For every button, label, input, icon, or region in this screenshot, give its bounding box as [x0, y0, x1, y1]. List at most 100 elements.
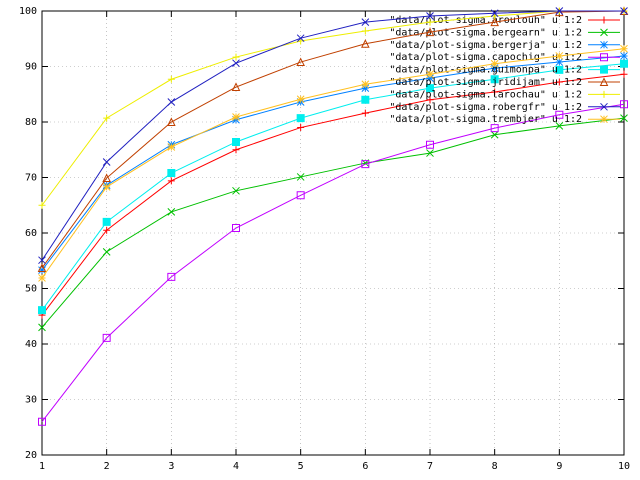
series-line — [41, 63, 625, 311]
legend-label: "data/plot-sigma.larochau" u 1:2 — [389, 89, 582, 100]
point — [167, 98, 176, 106]
point — [167, 75, 175, 83]
point — [426, 12, 434, 20]
series-line — [41, 117, 625, 328]
point — [38, 323, 46, 332]
point — [426, 96, 434, 104]
point — [102, 248, 111, 256]
point — [103, 226, 111, 234]
point — [426, 84, 434, 93]
point — [555, 78, 563, 86]
legend-label: "data/plot-sigma.jridijam" u 1:2 — [389, 77, 582, 88]
point — [490, 130, 499, 139]
point — [296, 34, 305, 43]
point — [620, 114, 628, 122]
point — [555, 58, 564, 66]
point — [38, 417, 46, 426]
point — [426, 74, 434, 83]
point — [490, 124, 499, 133]
point — [102, 158, 111, 166]
point — [167, 272, 176, 281]
point — [361, 109, 369, 117]
point — [620, 100, 628, 109]
x-tick-label: 6 — [362, 461, 368, 472]
point — [232, 113, 240, 121]
point — [555, 122, 564, 130]
y-tick-label: 60 — [25, 228, 37, 239]
y-tick-label: 70 — [25, 173, 37, 184]
series-line — [41, 73, 625, 316]
legend-label: "data/plot-sigma.trembjer" u 1:2 — [389, 114, 582, 125]
legend-marker — [600, 53, 608, 62]
point — [102, 217, 111, 226]
point — [555, 7, 564, 15]
point — [297, 124, 305, 132]
y-tick-label: 100 — [19, 6, 37, 17]
point — [296, 57, 305, 67]
legend-marker — [600, 102, 608, 111]
legend-label: "data/plot-sigma.robergfr" u 1:2 — [389, 102, 582, 113]
point — [37, 263, 47, 272]
point — [490, 9, 499, 18]
point — [361, 18, 370, 26]
legend-marker — [600, 115, 608, 124]
point — [167, 169, 176, 178]
point — [555, 110, 564, 119]
point — [620, 44, 628, 53]
x-tick-label: 7 — [427, 461, 433, 472]
point — [491, 88, 499, 96]
point — [361, 27, 369, 35]
series-line — [41, 10, 624, 206]
point — [361, 84, 370, 92]
point — [555, 52, 564, 60]
point — [296, 173, 305, 181]
point — [361, 39, 370, 48]
y-tick-label: 40 — [25, 339, 37, 350]
legend-label: "data/plot-sigma.bergearn" u 1:2 — [389, 27, 582, 38]
point — [167, 177, 175, 185]
series-line — [41, 48, 625, 279]
legend-marker — [600, 16, 608, 24]
point — [490, 17, 499, 27]
plot-border — [41, 10, 625, 456]
point — [296, 95, 305, 104]
point — [296, 114, 305, 123]
y-tick-label: 30 — [25, 395, 37, 406]
point — [361, 95, 370, 104]
x-tick-label: 2 — [104, 461, 110, 472]
point — [232, 137, 240, 146]
point — [425, 27, 435, 37]
point — [620, 7, 628, 15]
series-line — [41, 10, 625, 269]
point — [102, 173, 111, 183]
point — [231, 82, 241, 92]
x-tick-label: 3 — [168, 461, 174, 472]
x-tick-label: 4 — [233, 461, 239, 472]
point — [232, 146, 240, 154]
legend-marker — [600, 28, 608, 37]
legend-label: "data/plot-sigma.guimonpa" u 1:2 — [389, 65, 582, 76]
y-tick-label: 50 — [25, 284, 37, 295]
y-tick-label: 80 — [25, 117, 37, 128]
point — [620, 59, 628, 68]
point — [38, 201, 46, 209]
legend-marker — [599, 77, 609, 86]
series-line — [41, 10, 624, 261]
y-tick-label: 90 — [25, 62, 37, 73]
point — [232, 224, 240, 233]
legend-label: "data/plot-sigma.capochig" u 1:2 — [389, 52, 582, 63]
point — [296, 191, 305, 200]
x-tick-label: 10 — [618, 461, 630, 472]
point — [490, 75, 499, 84]
point — [620, 70, 628, 78]
point — [167, 117, 176, 126]
x-tick-label: 5 — [298, 461, 304, 472]
point — [102, 183, 111, 191]
point — [38, 274, 46, 282]
point — [490, 59, 499, 68]
point — [620, 52, 628, 60]
point — [232, 53, 240, 61]
point — [38, 306, 46, 315]
legend-marker — [600, 65, 608, 74]
x-tick-label: 8 — [492, 461, 498, 472]
